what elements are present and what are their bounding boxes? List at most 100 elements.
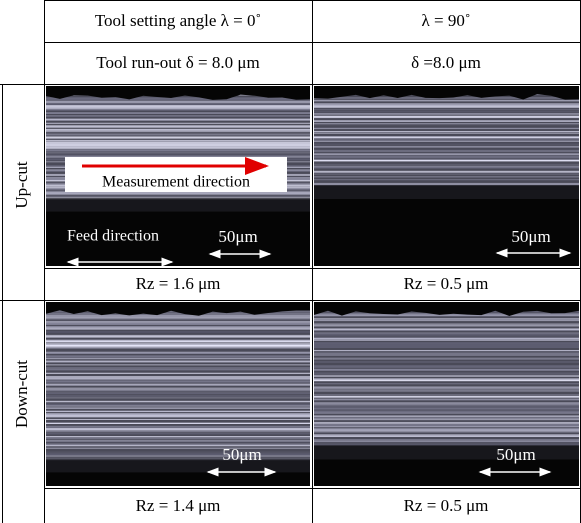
feed-mark: [314, 422, 579, 424]
rz-value: Rz = 1.4 μm: [136, 496, 221, 515]
feed-mark: [314, 390, 579, 391]
scale-label: 50μm: [496, 445, 535, 464]
header-cell: Tool setting angle λ = 0˚: [95, 11, 261, 30]
feed-mark: [46, 323, 310, 325]
feed-mark: [314, 404, 579, 405]
feed-mark: [314, 361, 579, 362]
feed-mark: [314, 123, 579, 124]
feed-mark: [46, 152, 310, 153]
feed-mark: [314, 394, 579, 395]
feed-mark: [46, 115, 310, 116]
feed-mark: [314, 179, 579, 180]
feed-mark: [46, 336, 310, 337]
feed-mark: [314, 358, 579, 360]
shadow: [314, 446, 579, 460]
shadow: [314, 185, 579, 199]
feed-mark: [46, 428, 310, 430]
feed-mark: [46, 196, 310, 197]
feed-mark: [314, 314, 579, 316]
scale-label: 50μm: [222, 445, 261, 464]
micrograph: [46, 302, 310, 486]
feed-mark: [46, 361, 310, 363]
feed-mark: [314, 396, 579, 398]
feed-mark: [46, 423, 310, 424]
feed-mark: [46, 120, 310, 121]
feed-mark: [46, 392, 310, 393]
header-cell: δ =8.0 μm: [411, 53, 481, 72]
feed-mark: [46, 396, 310, 397]
feed-mark: [46, 317, 310, 319]
feed-mark: [46, 119, 310, 120]
feed-mark: [46, 340, 310, 342]
feed-mark: [314, 128, 579, 129]
feed-mark: [314, 150, 579, 152]
feed-mark: [314, 155, 579, 158]
feed-mark: [46, 151, 310, 152]
feed-mark: [314, 372, 579, 374]
feed-mark: [314, 350, 579, 351]
feed-mark: [46, 437, 310, 439]
feed-mark: [46, 355, 310, 357]
feed-mark: [314, 375, 579, 376]
feed-mark: [46, 408, 310, 409]
measurement-label: Measurement direction: [102, 174, 250, 191]
feed-mark: [314, 320, 579, 321]
feed-mark: [314, 424, 579, 427]
feed-mark: [314, 344, 579, 346]
feed-mark: [314, 346, 579, 348]
feed-mark: [46, 448, 310, 449]
feed-mark: [314, 139, 579, 141]
feed-mark: [46, 378, 310, 380]
feed-mark: [46, 373, 310, 374]
feed-mark: [314, 408, 579, 410]
feed-mark: [314, 117, 579, 118]
feed-mark: [46, 397, 310, 398]
scale-label: 50μm: [218, 227, 257, 246]
feed-mark: [314, 380, 579, 382]
feed-mark: [314, 124, 579, 125]
feed-mark: [314, 330, 579, 332]
feed-mark: [46, 134, 310, 136]
feed-mark: [46, 401, 310, 402]
feed-mark: [314, 318, 579, 320]
feed-mark: [314, 174, 579, 175]
feed-mark: [46, 103, 310, 105]
feed-mark: [46, 445, 310, 446]
feed-mark: [46, 331, 310, 333]
feed-mark: [314, 167, 579, 169]
feed-mark: [314, 131, 579, 132]
feed-mark: [46, 405, 310, 408]
feed-mark: [314, 435, 579, 437]
feed-mark: [314, 111, 579, 112]
scale-label: 50μm: [511, 227, 550, 246]
feed-mark: [314, 434, 579, 435]
feed-mark: [314, 141, 579, 142]
feed-mark: [46, 430, 310, 432]
feed-mark: [46, 364, 310, 365]
feed-mark: [46, 441, 310, 442]
feed-mark: [314, 399, 579, 401]
feed-mark: [314, 133, 579, 134]
feed-mark: [314, 444, 579, 445]
feed-mark: [46, 142, 310, 144]
feed-mark: [46, 146, 310, 149]
header-cell: λ = 90˚: [422, 11, 471, 30]
rz-value: Rz = 0.5 μm: [404, 496, 489, 515]
feed-mark: [314, 146, 579, 148]
feed-mark: [314, 412, 579, 414]
feed-mark: [46, 369, 310, 370]
feed-mark: [314, 338, 579, 340]
feed-mark: [46, 140, 310, 142]
feed-mark: [314, 418, 579, 420]
feed-mark: [314, 171, 579, 173]
feed-mark: [46, 384, 310, 386]
feed-mark: [46, 433, 310, 434]
feed-mark: [314, 100, 579, 102]
feed-mark: [314, 369, 579, 371]
feed-mark: [46, 348, 310, 349]
rz-value: Rz = 0.5 μm: [404, 274, 489, 293]
feed-mark: [314, 441, 579, 442]
feed-mark: [46, 192, 310, 194]
feed-mark: [314, 340, 579, 341]
feed-mark: [314, 109, 579, 110]
